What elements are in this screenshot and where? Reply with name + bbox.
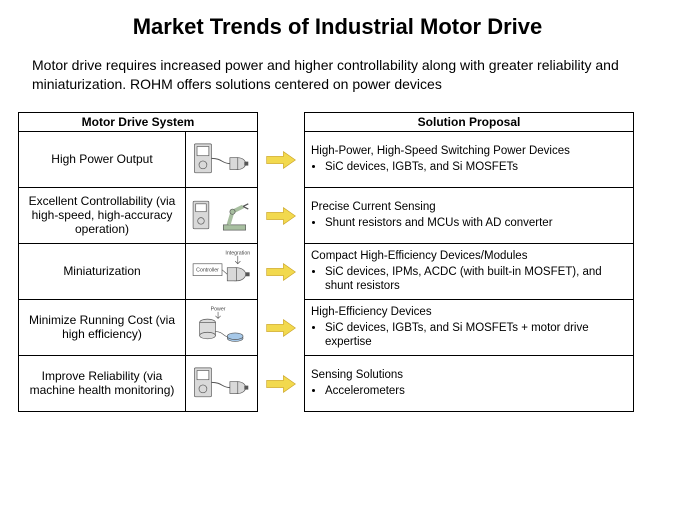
header-left: Motor Drive System <box>18 112 258 132</box>
arrow-icon <box>263 148 299 172</box>
icon-robot-arm <box>186 188 258 244</box>
motor-drive-label: Minimize Running Cost (via high efficien… <box>18 300 186 356</box>
solution-cell: Precise Current Sensing Shunt resistors a… <box>304 188 634 244</box>
header-spacer <box>258 112 304 132</box>
header-right: Solution Proposal <box>304 112 634 132</box>
arrow-icon <box>263 372 299 396</box>
solution-cell: Sensing Solutions Accelerometers <box>304 356 634 412</box>
motor-drive-label: Miniaturization <box>18 244 186 300</box>
solution-head: Sensing Solutions <box>311 368 627 382</box>
solution-bullets: Accelerometers <box>311 384 627 398</box>
icon-drive-motor <box>186 356 258 412</box>
solution-head: High-Efficiency Devices <box>311 305 627 319</box>
arrow-cell <box>258 356 304 412</box>
solution-head: Precise Current Sensing <box>311 200 627 214</box>
solution-cell: Compact High-Efficiency Devices/Modules S… <box>304 244 634 300</box>
arrow-cell <box>258 244 304 300</box>
page-subtitle: Motor drive requires increased power and… <box>32 56 643 94</box>
page-title: Market Trends of Industrial Motor Drive <box>18 14 657 40</box>
icon-drive-motor <box>186 132 258 188</box>
solution-cell: High-Power, High-Speed Switching Power D… <box>304 132 634 188</box>
solution-bullet: Shunt resistors and MCUs with AD convert… <box>325 216 627 230</box>
solution-head: Compact High-Efficiency Devices/Modules <box>311 249 627 263</box>
arrow-icon <box>263 260 299 284</box>
solution-bullets: SiC devices, IPMs, ACDC (with built-in M… <box>311 265 627 294</box>
arrow-icon <box>263 316 299 340</box>
svg-text:Power: Power <box>210 307 225 313</box>
solution-bullet: SiC devices, IGBTs, and Si MOSFETs <box>325 160 627 174</box>
motor-drive-label: Improve Reliability (via machine health … <box>18 356 186 412</box>
solution-bullets: Shunt resistors and MCUs with AD convert… <box>311 216 627 230</box>
motor-drive-label: Excellent Controllability (via high-spee… <box>18 188 186 244</box>
icon-power: Power <box>186 300 258 356</box>
svg-text:Controller: Controller <box>196 268 219 274</box>
motor-drive-label: High Power Output <box>18 132 186 188</box>
arrow-cell <box>258 188 304 244</box>
solution-head: High-Power, High-Speed Switching Power D… <box>311 144 627 158</box>
solution-bullets: SiC devices, IGBTs, and Si MOSFETs + mot… <box>311 321 627 350</box>
solution-bullets: SiC devices, IGBTs, and Si MOSFETs <box>311 160 627 174</box>
comparison-grid: Motor Drive System Solution Proposal Hig… <box>18 112 657 412</box>
solution-bullet: SiC devices, IPMs, ACDC (with built-in M… <box>325 265 627 294</box>
solution-cell: High-Efficiency Devices SiC devices, IGBT… <box>304 300 634 356</box>
solution-bullet: SiC devices, IGBTs, and Si MOSFETs + mot… <box>325 321 627 350</box>
arrow-cell <box>258 300 304 356</box>
icon-integration: Integration Controller <box>186 244 258 300</box>
solution-bullet: Accelerometers <box>325 384 627 398</box>
arrow-cell <box>258 132 304 188</box>
svg-text:Integration: Integration <box>225 251 250 257</box>
arrow-icon <box>263 204 299 228</box>
